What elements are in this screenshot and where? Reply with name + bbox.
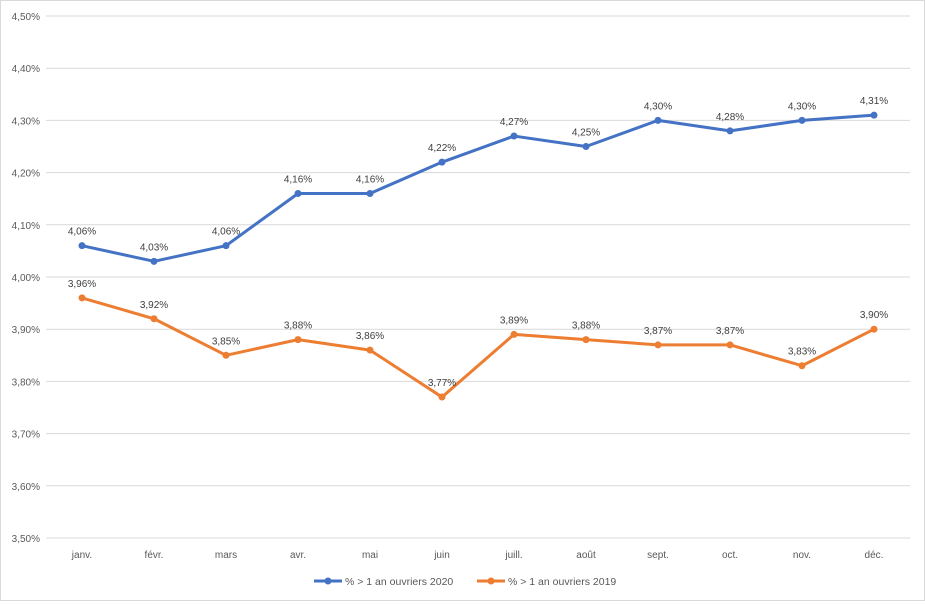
data-point	[654, 116, 662, 124]
data-point	[294, 189, 302, 197]
series-line-0	[81, 113, 875, 263]
data-label: 4,30%	[788, 101, 816, 112]
data-label: 4,22%	[428, 143, 456, 154]
data-label: 4,16%	[356, 174, 384, 185]
data-label: 4,03%	[140, 242, 168, 253]
data-label: 3,90%	[860, 310, 888, 321]
y-tick-label: 4,40%	[12, 64, 40, 75]
data-label: 3,89%	[500, 315, 528, 326]
y-tick-label: 4,10%	[12, 221, 40, 232]
data-point	[366, 346, 374, 354]
data-point	[438, 393, 446, 401]
data-point	[510, 330, 518, 338]
x-tick-label: déc.	[865, 550, 884, 561]
data-point	[582, 336, 590, 344]
data-point	[222, 242, 230, 250]
data-label: 4,25%	[572, 128, 600, 139]
y-tick-label: 4,00%	[12, 273, 40, 284]
data-point	[366, 189, 374, 197]
data-label: 4,16%	[284, 174, 312, 185]
data-point	[294, 336, 302, 344]
x-tick-label: juill.	[504, 550, 522, 561]
data-label: 4,06%	[212, 227, 240, 238]
data-point	[726, 341, 734, 349]
data-point	[78, 242, 86, 250]
data-label: 3,87%	[716, 326, 744, 337]
data-point	[726, 127, 734, 135]
data-label: 3,88%	[572, 321, 600, 332]
x-tick-label: nov.	[793, 550, 811, 561]
x-tick-label: sept.	[647, 550, 669, 561]
data-point	[438, 158, 446, 166]
data-label: 3,86%	[356, 331, 384, 342]
data-label: 4,31%	[860, 96, 888, 107]
legend-marker	[324, 577, 332, 585]
y-tick-label: 3,60%	[12, 482, 40, 493]
y-tick-label: 4,50%	[12, 12, 40, 23]
data-label: 3,77%	[428, 378, 456, 389]
data-point	[510, 132, 518, 140]
data-point	[870, 111, 878, 119]
x-tick-label: avr.	[290, 550, 306, 561]
data-point	[654, 341, 662, 349]
data-label: 3,87%	[644, 326, 672, 337]
data-label: 4,30%	[644, 101, 672, 112]
data-label: 3,96%	[68, 279, 96, 290]
legend-marker	[487, 577, 495, 585]
data-label: 4,06%	[68, 227, 96, 238]
data-label: 3,88%	[284, 321, 312, 332]
legend-label: % > 1 an ouvriers 2020	[345, 576, 453, 588]
y-tick-label: 3,80%	[12, 377, 40, 388]
x-tick-label: juin	[433, 550, 450, 561]
data-label: 4,28%	[716, 112, 744, 123]
data-label: 3,83%	[788, 347, 816, 358]
y-tick-label: 4,20%	[12, 169, 40, 180]
x-tick-label: janv.	[71, 550, 92, 561]
legend-label: % > 1 an ouvriers 2019	[508, 576, 616, 588]
series-line-1	[81, 296, 875, 399]
data-point	[582, 143, 590, 150]
x-tick-label: févr.	[145, 550, 164, 561]
y-tick-label: 3,90%	[12, 325, 40, 336]
data-point	[798, 362, 806, 370]
data-point	[78, 294, 86, 302]
data-label: 3,85%	[212, 336, 240, 347]
y-tick-label: 3,50%	[12, 534, 40, 545]
x-tick-label: mai	[362, 550, 378, 561]
data-point	[150, 257, 158, 265]
data-point	[222, 351, 230, 359]
data-point	[870, 325, 878, 333]
x-tick-label: mars	[215, 550, 237, 561]
y-tick-label: 4,30%	[12, 116, 40, 127]
y-tick-label: 3,70%	[12, 430, 40, 441]
data-label: 4,27%	[500, 117, 528, 128]
x-tick-label: août	[576, 550, 596, 561]
data-label: 3,92%	[140, 300, 168, 311]
data-point	[150, 315, 158, 323]
x-tick-label: oct.	[722, 550, 738, 561]
data-point	[798, 116, 806, 124]
